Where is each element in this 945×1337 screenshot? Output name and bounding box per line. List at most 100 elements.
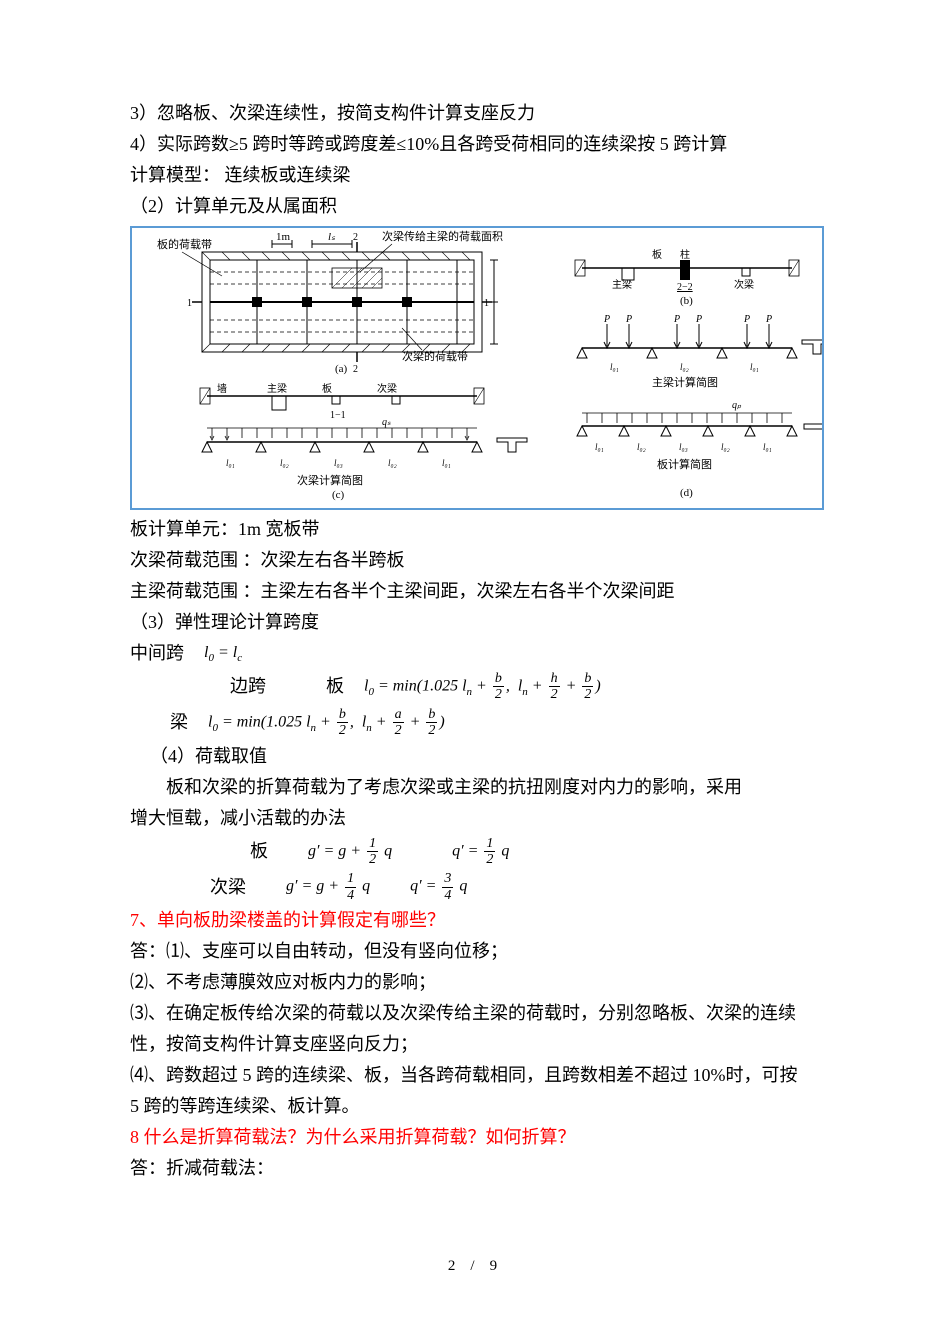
- item-2: （2）计算单元及从属面积: [130, 193, 825, 220]
- P1: P: [603, 314, 610, 325]
- lbl-slab-11: 板: [322, 382, 332, 395]
- a8: 答：折减荷载法：: [130, 1155, 825, 1182]
- P6: P: [765, 314, 772, 325]
- eq-beam-label: 次梁: [210, 874, 246, 901]
- P5: P: [743, 314, 750, 325]
- lbl-load-strip: 板的荷载带: [157, 237, 212, 251]
- q7: 7、单向板肋梁楼盖的计算假定有哪些？: [130, 907, 825, 934]
- a7-4a: ⑷、跨数超过 5 跨的连续梁、板，当各跨荷载相同，且跨数相差不超过 10%时，可…: [130, 1062, 825, 1089]
- a7-3a: ⑶、在确定板传给次梁的荷载以及次梁传给主梁的荷载时，分别忽略板、次梁的连续: [130, 1000, 825, 1027]
- lbl-sub-b: (b): [680, 295, 693, 307]
- sec-range: 次梁荷载范围 ：次梁左右各半跨板: [130, 547, 825, 574]
- eq-midspan: 中间跨 l0 = lc: [130, 640, 825, 667]
- eq-side-slab: l0 = min(1.025 ln + b2, ln + h2 + b2): [364, 671, 601, 703]
- s-l02b: l₀₂: [721, 442, 730, 452]
- g-beam-num: 1: [345, 871, 356, 887]
- a7-4b: 5 跨的等跨连续梁、板计算。: [130, 1093, 825, 1120]
- section-2-2: [575, 260, 799, 280]
- lbl-sub-a: (a): [335, 363, 348, 375]
- structural-figure-svg: 板的荷载带 1m lₛ 次梁传给主梁的荷载面积 1 1 2 2 次梁的荷载带 (…: [132, 228, 822, 508]
- lbl-slab-calc: 板计算简图: [657, 457, 712, 471]
- q-slab-num: 1: [484, 836, 495, 852]
- eq-beam-q: q′ = 34 q: [410, 871, 467, 903]
- eq-secbeam-gq: 次梁 g′ = g + 14 q q′ = 34 q: [210, 871, 825, 903]
- g-slab-num: 1: [367, 836, 378, 852]
- eq-beam-g: g′ = g + 14 q: [286, 871, 370, 903]
- page: 3）忽略板、次梁连续性，按简支构件计算支座反力 4）实际跨数≥5 跨时等跨或跨度…: [0, 0, 945, 1337]
- lbl-qs: qₛ: [382, 417, 391, 428]
- main-range: 主梁荷载范围 ：主梁左右各半个主梁间距，次梁左右各半个次梁间距: [130, 578, 825, 605]
- lbl-sec-load-strip: 次梁的荷载带: [402, 349, 468, 363]
- lbl-sub-d: (d): [680, 487, 693, 499]
- lbl-2-2: 2−2: [677, 282, 693, 293]
- lbl-1m: 1m: [276, 231, 291, 243]
- s-l01b: l₀₁: [763, 442, 772, 452]
- s-l03: l₀₃: [679, 442, 688, 452]
- eq-l0-lc: l0 = lc: [204, 641, 242, 667]
- lbl-l01-1: l₀₁: [226, 458, 235, 468]
- a7-3b: 性，按简支构件计算支座竖向反力；: [130, 1031, 825, 1058]
- lbl-sub-c: (c): [332, 489, 345, 501]
- main-beam-calc-diagram: P P P P P P l₀₁ l₀₂ l₀₁: [577, 314, 822, 372]
- figure-box: 板的荷载带 1m lₛ 次梁传给主梁的荷载面积 1 1 2 2 次梁的荷载带 (…: [130, 226, 824, 510]
- slab-label: 板: [326, 673, 344, 700]
- lbl-main-22: 主梁: [612, 278, 632, 291]
- slab-unit: 板计算单元：1m 宽板带: [130, 516, 825, 543]
- lbl-sec-calc-diag: 次梁计算简图: [297, 473, 363, 487]
- para-3: 3）忽略板、次梁连续性，按简支构件计算支座反力: [130, 100, 825, 127]
- sec-mark-1l: 1: [187, 298, 192, 309]
- calc-model: 计算模型： 连续板或连续梁: [130, 162, 825, 189]
- q-slab-den: 2: [484, 852, 495, 867]
- lbl-wall: 墙: [217, 382, 227, 395]
- section-1-1: [200, 388, 484, 410]
- item-4: （4）荷载取值: [150, 743, 825, 770]
- sec-mark-1r: 1: [484, 298, 489, 309]
- eq-side-slab-row: 边跨 板 l0 = min(1.025 ln + b2, ln + h2 + b…: [230, 671, 825, 703]
- lbl-secbeam-11: 次梁: [377, 382, 397, 395]
- lbl-sec-to-main: 次梁传给主梁的荷载面积: [382, 229, 503, 243]
- lbl-slab-22: 板: [652, 248, 662, 261]
- q-beam-num: 3: [442, 871, 453, 887]
- side-span-label: 边跨: [230, 673, 266, 700]
- sec-beam-calc-diagram: l₀₁ l₀₂ l₀₃ l₀₂ l₀₁ qₛ: [202, 417, 527, 468]
- lbl-l02-2: l₀₂: [388, 458, 397, 468]
- g-beam-den: 4: [345, 888, 356, 903]
- para-4: 4）实际跨数≥5 跨时等跨或跨度差≤10%且各跨受荷相同的连续梁按 5 跨计算: [130, 131, 825, 158]
- plan-a: [192, 240, 498, 362]
- lbl-ls: lₛ: [328, 231, 336, 243]
- lbl-l03-1: l₀₃: [334, 458, 343, 468]
- lbl-col-22: 柱: [680, 248, 690, 261]
- P2: P: [625, 314, 632, 325]
- lbl-main-calc: 主梁计算简图: [652, 375, 718, 389]
- load-explain-2: 增大恒载，减小活载的办法: [130, 805, 825, 832]
- m-l01: l₀₁: [610, 362, 619, 372]
- lbl-1-1: 1−1: [330, 410, 346, 421]
- sec-mark-2t: 2: [353, 232, 358, 243]
- slab-calc-diagram: qₚ l₀₁ l₀₂ l₀₃ l₀₂ l₀₁: [577, 400, 822, 452]
- eq-side-beam-row: 梁 l0 = min(1.025 ln + b2, ln + a2 + b2): [170, 707, 825, 739]
- eq-slab-g: g′ = g + 12 q: [308, 836, 392, 868]
- a7-2: ⑵、不考虑薄膜效应对板内力的影响；: [130, 969, 825, 996]
- P3: P: [673, 314, 680, 325]
- lbl-mainbeam-11: 主梁: [267, 382, 287, 395]
- q-beam-den: 4: [442, 888, 453, 903]
- midspan-label: 中间跨: [130, 640, 184, 667]
- eq-slab-q: q′ = 12 q: [452, 836, 509, 868]
- eq-slab-gq: 板 g′ = g + 12 q q′ = 12 q: [250, 836, 825, 868]
- P4: P: [695, 314, 702, 325]
- lbl-l01-2: l₀₁: [442, 458, 451, 468]
- m-l01b: l₀₁: [750, 362, 759, 372]
- lbl-sec-22: 次梁: [734, 278, 754, 291]
- m-l02: l₀₂: [680, 362, 689, 372]
- lbl-l02-1: l₀₂: [280, 458, 289, 468]
- q8: 8 什么是折算荷载法？为什么采用折算荷载？如何折算？: [130, 1124, 825, 1151]
- a7-1: 答：⑴、支座可以自由转动，但没有竖向位移；: [130, 938, 825, 965]
- item-3: （3）弹性理论计算跨度: [130, 609, 825, 636]
- lbl-qp: qₚ: [732, 400, 742, 411]
- eq-side-beam: l0 = min(1.025 ln + b2, ln + a2 + b2): [208, 707, 445, 739]
- s-l02: l₀₂: [637, 442, 646, 452]
- load-explain-1: 板和次梁的折算荷载为了考虑次梁或主梁的抗扭刚度对内力的影响，采用: [130, 774, 825, 801]
- eq-slab-label: 板: [250, 838, 268, 865]
- beam-label: 梁: [170, 709, 188, 736]
- sec-mark-2b: 2: [353, 364, 358, 375]
